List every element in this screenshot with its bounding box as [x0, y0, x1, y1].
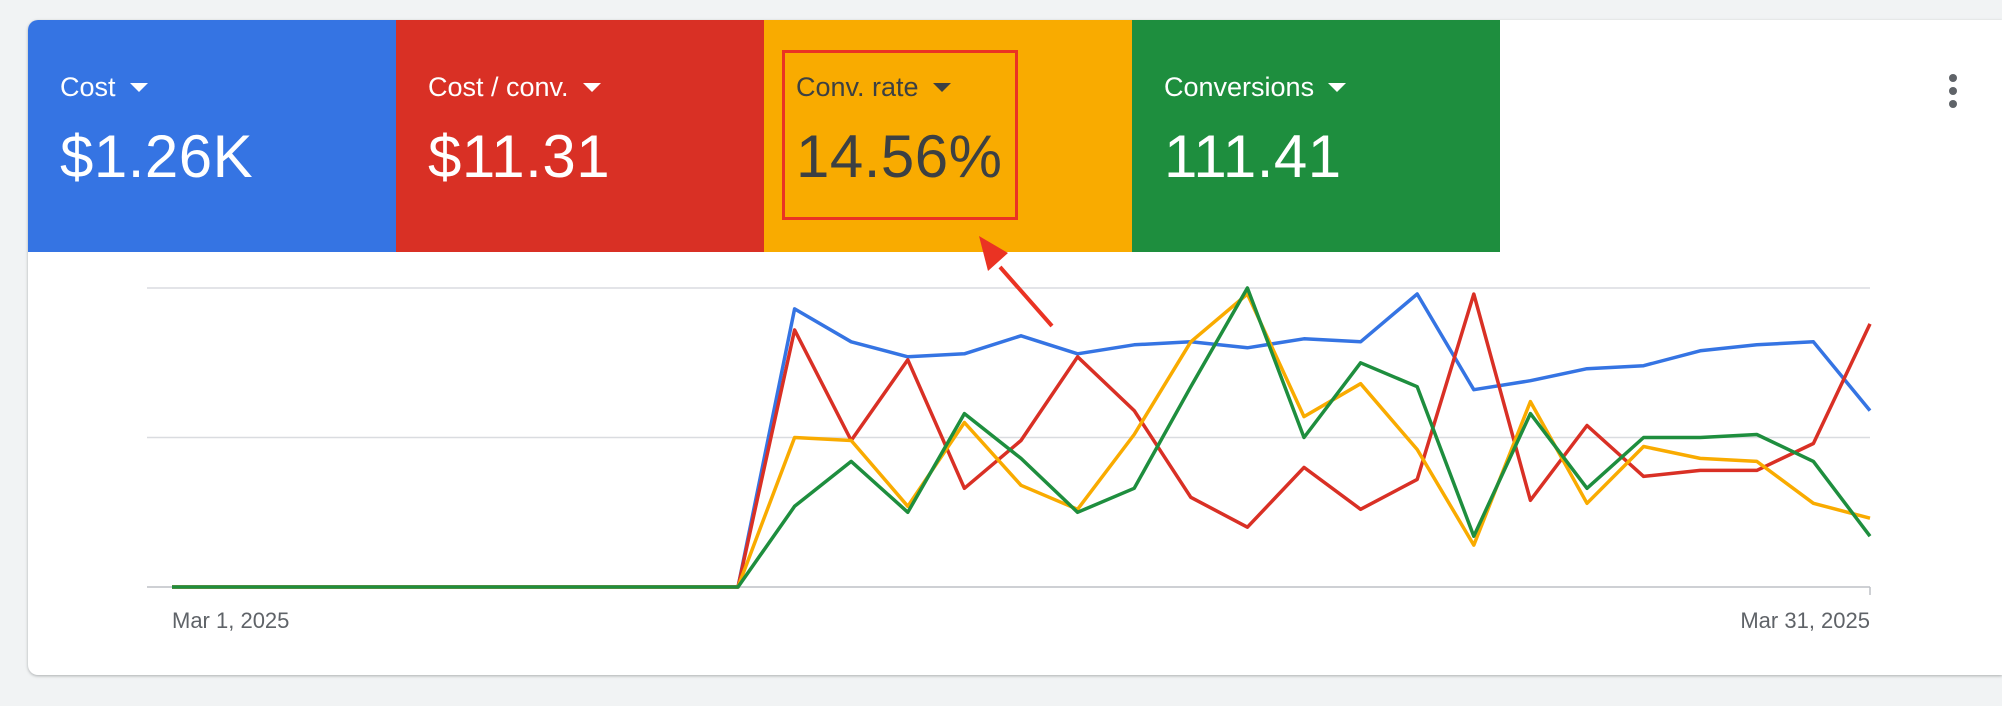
metric-tile-cost[interactable]: Cost $1.26K — [28, 20, 396, 252]
x-axis-start-label: Mar 1, 2025 — [172, 608, 289, 633]
metric-tile-conversions[interactable]: Conversions 111.41 — [1132, 20, 1500, 252]
dropdown-caret-icon[interactable] — [129, 82, 148, 92]
dropdown-caret-icon[interactable] — [932, 82, 951, 92]
line-chart: Mar 1, 2025 Mar 31, 2025 — [147, 236, 1872, 633]
metric-tiles: Cost $1.26K Cost / conv. $11.31 Conv. ra… — [28, 20, 1500, 252]
metric-label: Conversions — [1164, 72, 1315, 102]
metric-value: $1.26K — [60, 123, 254, 190]
menu-dot — [1949, 74, 1957, 82]
menu-dot — [1949, 87, 1957, 95]
more-vert-icon[interactable] — [1938, 70, 1968, 116]
metric-value: 111.41 — [1164, 123, 1342, 190]
arrow-shaft — [998, 265, 1054, 328]
menu-dot — [1949, 100, 1957, 108]
series-line-cost-conv — [172, 292, 1872, 589]
metric-value: 14.56% — [796, 123, 1003, 190]
dropdown-caret-icon[interactable] — [582, 82, 601, 92]
metric-label: Cost — [60, 72, 116, 102]
annotation-arrow — [979, 236, 1054, 328]
arrow-head — [979, 236, 1008, 271]
chart-gridlines — [147, 287, 1871, 595]
dropdown-caret-icon[interactable] — [1328, 82, 1347, 92]
x-axis-end-label: Mar 31, 2025 — [1740, 608, 1870, 633]
metric-value: $11.31 — [428, 123, 611, 190]
metric-label: Conv. rate — [796, 72, 919, 102]
series-line-conversions — [172, 286, 1872, 589]
chart-series — [172, 286, 1872, 589]
metric-tile-conv-rate[interactable]: Conv. rate 14.56% — [764, 20, 1132, 252]
metric-label: Cost / conv. — [428, 72, 569, 102]
metric-tile-cost-per-conv[interactable]: Cost / conv. $11.31 — [396, 20, 764, 252]
performance-card: Cost $1.26K Cost / conv. $11.31 Conv. ra… — [28, 20, 2002, 675]
